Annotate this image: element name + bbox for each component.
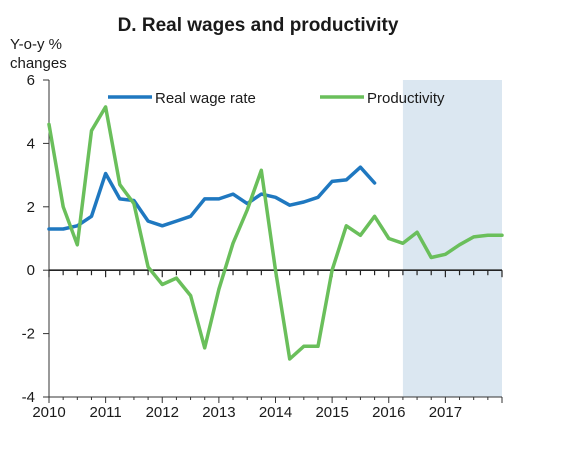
- x-tick-label: 2010: [32, 404, 65, 421]
- x-tick-label: 2015: [315, 404, 348, 421]
- y-tick-label: 2: [27, 199, 35, 216]
- x-tick-label: 2017: [429, 404, 462, 421]
- x-tick-label: 2014: [259, 404, 292, 421]
- y-axis-label-line1: Y-o-y %: [10, 36, 62, 53]
- y-tick-label: 0: [27, 262, 35, 279]
- y-tick-label: -4: [22, 389, 35, 406]
- y-tick-label: 6: [27, 72, 35, 89]
- series-line-productivity: [47, 105, 504, 361]
- x-tick-label: 2011: [89, 404, 121, 421]
- legend-label-real-wage: Real wage rate: [155, 90, 256, 107]
- legend-label-productivity: Productivity: [367, 90, 445, 107]
- forecast-shade: [402, 80, 502, 397]
- series-line-real-wage: [47, 165, 377, 231]
- x-tick-label: 2012: [146, 404, 179, 421]
- y-tick-label: 4: [27, 135, 35, 152]
- legend: Real wage rate Productivity: [108, 90, 445, 107]
- x-tick-label: 2016: [372, 404, 405, 421]
- x-tick-label: 2013: [202, 404, 235, 421]
- y-tick-label: -2: [22, 326, 35, 343]
- y-axis-label-line2: changes: [10, 55, 67, 72]
- chart-title: D. Real wages and productivity: [118, 15, 399, 36]
